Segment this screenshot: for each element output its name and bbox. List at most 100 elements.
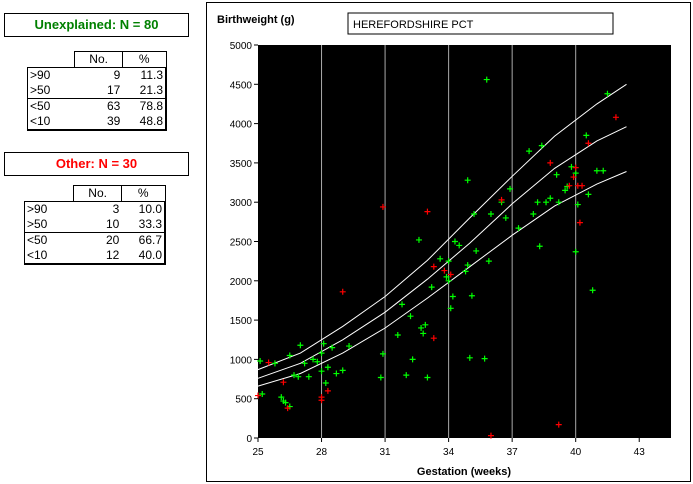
data-point-unexplained [530, 210, 537, 217]
y-axis-label: Birthweight (g) [217, 14, 295, 26]
row-no: 3 [73, 201, 122, 217]
table-header-row: No. % [28, 51, 167, 68]
y-tick-label: 1000 [230, 355, 253, 366]
data-point-other [284, 405, 291, 412]
x-tick-label: 37 [507, 447, 519, 458]
row-label: <50 [26, 98, 75, 114]
table-row: >50 17 21.3 [26, 83, 167, 99]
data-point-unexplained [259, 390, 266, 397]
data-point-other [579, 182, 586, 189]
data-point-unexplained [257, 357, 264, 364]
data-point-other [255, 392, 261, 399]
row-no: 9 [74, 67, 123, 83]
data-point-other [566, 182, 573, 189]
row-pct: 11.3 [122, 67, 167, 83]
data-point-unexplained [407, 313, 414, 320]
data-point-unexplained [445, 277, 452, 284]
data-point-unexplained [424, 374, 431, 381]
data-point-unexplained [536, 243, 543, 250]
data-point-unexplained [415, 236, 422, 243]
data-point-unexplained [346, 343, 353, 350]
x-tick-label: 25 [252, 447, 264, 458]
data-point-unexplained [483, 76, 490, 83]
data-point-other [430, 263, 437, 270]
table-header-row: No. % [25, 185, 166, 202]
data-point-unexplained [420, 330, 427, 337]
table-row: <10 39 48.8 [26, 114, 167, 131]
data-point-unexplained [572, 248, 579, 255]
row-pct: 21.3 [122, 83, 167, 99]
data-point-unexplained [422, 321, 429, 328]
data-point-unexplained [481, 355, 488, 362]
data-point-unexplained [271, 360, 278, 367]
header-blank [25, 186, 74, 202]
data-point-unexplained [485, 258, 492, 265]
data-point-unexplained [447, 305, 454, 312]
row-pct: 66.7 [121, 232, 166, 248]
y-tick-label: 0 [246, 434, 252, 445]
data-point-unexplained [320, 340, 327, 347]
data-point-unexplained [600, 167, 607, 174]
chart-title: HEREFORDSHIRE PCT [353, 19, 474, 31]
y-tick-label: 2500 [230, 238, 253, 249]
x-tick-label: 31 [380, 447, 392, 458]
data-point-unexplained [526, 148, 533, 155]
data-point-unexplained [394, 332, 401, 339]
chart-panel: Birthweight (g) HEREFORDSHIRE PCT 0 500 10… [206, 2, 691, 482]
data-point-unexplained [451, 238, 458, 245]
other-title: Other: N = 30 [55, 156, 138, 171]
row-pct: 10.0 [121, 201, 166, 217]
data-point-unexplained [403, 372, 410, 379]
header-no: No. [74, 51, 123, 68]
scatter-chart: Birthweight (g) HEREFORDSHIRE PCT 0 500 10… [217, 12, 671, 478]
unexplained-title: Unexplained: N = 80 [34, 17, 159, 32]
row-label: <10 [26, 114, 75, 131]
data-point-unexplained [471, 210, 478, 217]
data-point-unexplained [585, 191, 592, 198]
header-blank [28, 52, 75, 68]
data-point-other [318, 397, 325, 404]
data-point-unexplained [278, 394, 285, 401]
data-point-unexplained [449, 293, 456, 300]
row-pct: 78.8 [122, 98, 167, 114]
data-point-other [612, 114, 619, 121]
data-point-unexplained [301, 360, 308, 367]
y-tick-label: 2000 [230, 277, 253, 288]
data-point-unexplained [462, 268, 469, 275]
y-tick-label: 4500 [230, 80, 253, 91]
data-point-unexplained [428, 284, 435, 291]
data-point-other [576, 219, 583, 226]
data-point-unexplained [562, 187, 569, 194]
data-point-unexplained [339, 367, 346, 374]
data-point-unexplained [324, 364, 331, 371]
data-point-other [555, 421, 562, 428]
data-point-unexplained [318, 350, 325, 357]
data-point-unexplained [593, 167, 600, 174]
data-point-other [441, 267, 448, 274]
row-no: 39 [74, 114, 123, 131]
table-row: <50 20 66.7 [23, 232, 166, 248]
data-point-unexplained [322, 379, 329, 386]
data-point-other [379, 203, 386, 210]
data-point-other [339, 288, 346, 295]
y-tick-label: 4000 [230, 120, 253, 131]
data-point-unexplained [583, 132, 590, 139]
header-pct: % [120, 185, 166, 202]
data-point-other [447, 271, 454, 278]
unexplained-title-box: Unexplained: N = 80 [4, 13, 189, 37]
data-point-other [280, 379, 287, 386]
data-point-unexplained [553, 171, 560, 178]
data-point-unexplained [286, 352, 293, 359]
y-tick-label: 5000 [230, 41, 253, 52]
x-tick-label: 34 [443, 447, 455, 458]
data-point-unexplained [543, 199, 550, 206]
data-point-unexplained [466, 354, 473, 361]
y-tick-label: 3000 [230, 198, 253, 209]
row-pct: 33.3 [121, 217, 166, 233]
data-point-unexplained [409, 356, 416, 363]
row-no: 63 [74, 98, 123, 114]
x-tick-label: 43 [634, 447, 646, 458]
data-point-unexplained [487, 210, 494, 217]
data-point-unexplained [282, 399, 289, 406]
data-point-unexplained [329, 344, 336, 351]
